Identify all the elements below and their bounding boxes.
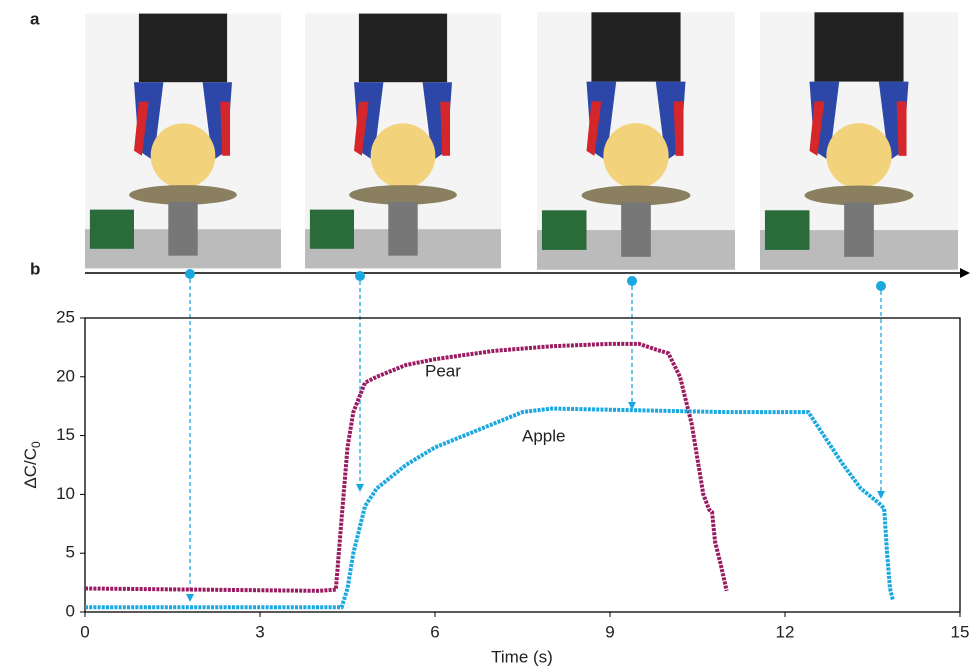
panel-label: a: [30, 9, 40, 28]
figure: a b Pear Apple Time (s) ΔC/C0 0 3 6 9 12 15 0 5…: [0, 0, 973, 668]
panel-label: b: [30, 259, 40, 278]
timeline-arrow: [960, 268, 970, 278]
y-tick-label: 20: [56, 366, 75, 385]
annotation: Apple: [522, 426, 565, 445]
x-tick-label: 3: [255, 622, 264, 641]
x-tick-label: 9: [605, 622, 614, 641]
plot-frame: [85, 318, 960, 612]
y-axis-label: ΔC/C0: [21, 441, 43, 489]
photo: [537, 12, 735, 269]
x-axis-label: Time (s): [491, 647, 553, 666]
photo: [305, 14, 501, 269]
photo: [85, 14, 281, 269]
y-tick-label: 15: [56, 425, 75, 444]
x-tick-label: 12: [776, 622, 795, 641]
y-tick-label: 25: [56, 307, 75, 326]
y-tick-label: 0: [66, 601, 75, 620]
data-line: [85, 409, 893, 608]
x-tick-label: 0: [80, 622, 89, 641]
x-tick-label: 6: [430, 622, 439, 641]
x-tick-label: 15: [951, 622, 970, 641]
photo: [760, 12, 958, 269]
y-tick-label: 10: [56, 484, 75, 503]
annotation: Pear: [425, 361, 461, 380]
y-tick-label: 5: [66, 543, 75, 562]
